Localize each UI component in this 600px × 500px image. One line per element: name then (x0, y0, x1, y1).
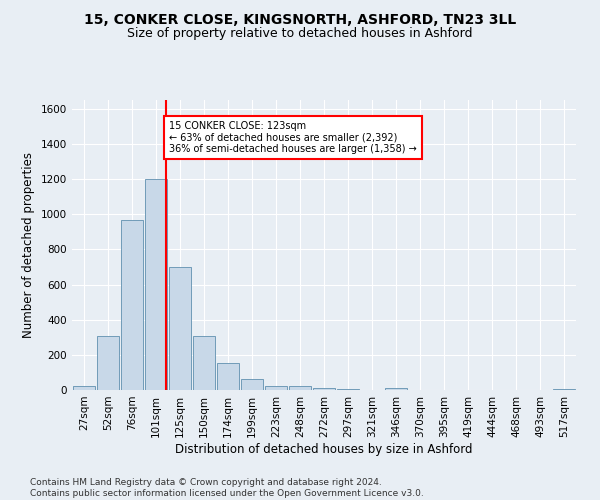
Bar (241, 378, 263, 390)
Bar (73, 386, 95, 390)
Bar (193, 336, 215, 390)
Bar (217, 363, 239, 390)
Bar (337, 389, 359, 390)
Bar (121, 220, 143, 390)
Bar (169, 267, 191, 390)
Bar (289, 386, 311, 390)
Text: 15 CONKER CLOSE: 123sqm
← 63% of detached houses are smaller (2,392)
36% of semi: 15 CONKER CLOSE: 123sqm ← 63% of detache… (169, 121, 417, 154)
Bar (97, 336, 119, 390)
Bar (145, 179, 167, 390)
Bar (265, 386, 287, 390)
Bar (313, 388, 335, 390)
Text: 15, CONKER CLOSE, KINGSNORTH, ASHFORD, TN23 3LL: 15, CONKER CLOSE, KINGSNORTH, ASHFORD, T… (84, 12, 516, 26)
Y-axis label: Number of detached properties: Number of detached properties (22, 152, 35, 338)
X-axis label: Distribution of detached houses by size in Ashford: Distribution of detached houses by size … (175, 442, 473, 456)
Text: Contains HM Land Registry data © Crown copyright and database right 2024.
Contai: Contains HM Land Registry data © Crown c… (30, 478, 424, 498)
Bar (553, 389, 575, 390)
Bar (385, 388, 407, 390)
Text: Size of property relative to detached houses in Ashford: Size of property relative to detached ho… (127, 28, 473, 40)
